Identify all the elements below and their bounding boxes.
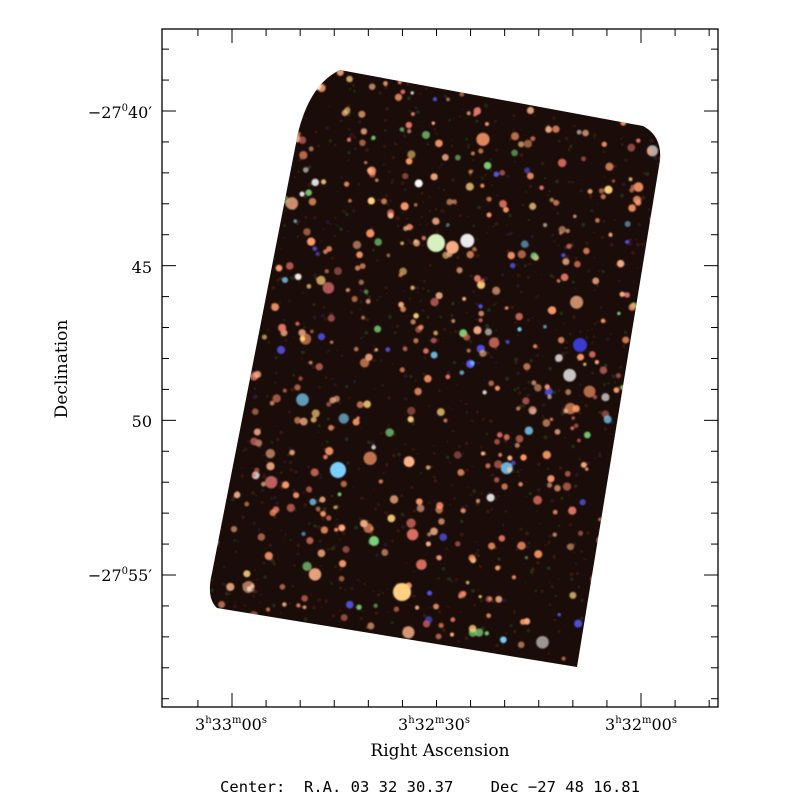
sky-field	[209, 70, 661, 667]
y-tick-label: −27040′	[87, 103, 152, 122]
y-tick-label: 45	[131, 258, 152, 277]
x-tick-label: 3h32m30s	[398, 715, 470, 734]
x-tick-label: 3h32m00s	[605, 715, 677, 734]
axis-ticks	[162, 29, 718, 707]
y-tick-label: 50	[131, 412, 152, 431]
x-axis-title: Right Ascension	[370, 741, 510, 761]
y-tick-label: −27055′	[87, 566, 152, 585]
x-tick-label: 3h33m00s	[195, 715, 267, 734]
plot-frame	[161, 28, 719, 708]
y-axis-title: Declination	[52, 319, 72, 419]
center-coordinates: Center: R.A. 03 32 30.37 Dec −27 48 16.8…	[220, 778, 640, 796]
